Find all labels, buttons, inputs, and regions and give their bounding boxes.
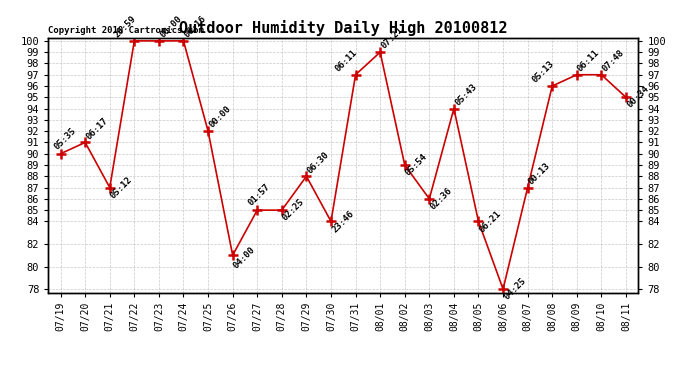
- Text: 23:46: 23:46: [331, 209, 355, 234]
- Text: 05:43: 05:43: [453, 82, 478, 107]
- Text: 00:00: 00:00: [207, 104, 233, 130]
- Text: 05:13: 05:13: [531, 59, 556, 85]
- Text: 05:12: 05:12: [109, 175, 135, 200]
- Text: 00:34: 00:34: [625, 84, 651, 110]
- Text: Copyright 2010 Cartronics.com: Copyright 2010 Cartronics.com: [48, 26, 204, 35]
- Text: 02:25: 02:25: [281, 197, 306, 223]
- Title: Outdoor Humidity Daily High 20100812: Outdoor Humidity Daily High 20100812: [179, 20, 508, 36]
- Text: 00:00: 00:00: [158, 14, 184, 39]
- Text: 04:25: 04:25: [502, 276, 528, 302]
- Text: 07:48: 07:48: [600, 48, 626, 74]
- Text: 06:16: 06:16: [183, 14, 208, 39]
- Text: 06:17: 06:17: [84, 116, 110, 141]
- Text: 05:54: 05:54: [404, 152, 429, 177]
- Text: 00:13: 00:13: [527, 161, 552, 186]
- Text: 01:57: 01:57: [247, 182, 272, 207]
- Text: 06:11: 06:11: [334, 48, 359, 74]
- Text: 06:30: 06:30: [306, 150, 331, 175]
- Text: 20:59: 20:59: [112, 14, 138, 39]
- Text: 02:36: 02:36: [428, 186, 454, 211]
- Text: 06:21: 06:21: [477, 209, 503, 234]
- Text: 05:35: 05:35: [53, 126, 78, 151]
- Text: 06:11: 06:11: [576, 48, 602, 74]
- Text: 07:21: 07:21: [380, 26, 405, 51]
- Text: 04:00: 04:00: [232, 245, 257, 271]
